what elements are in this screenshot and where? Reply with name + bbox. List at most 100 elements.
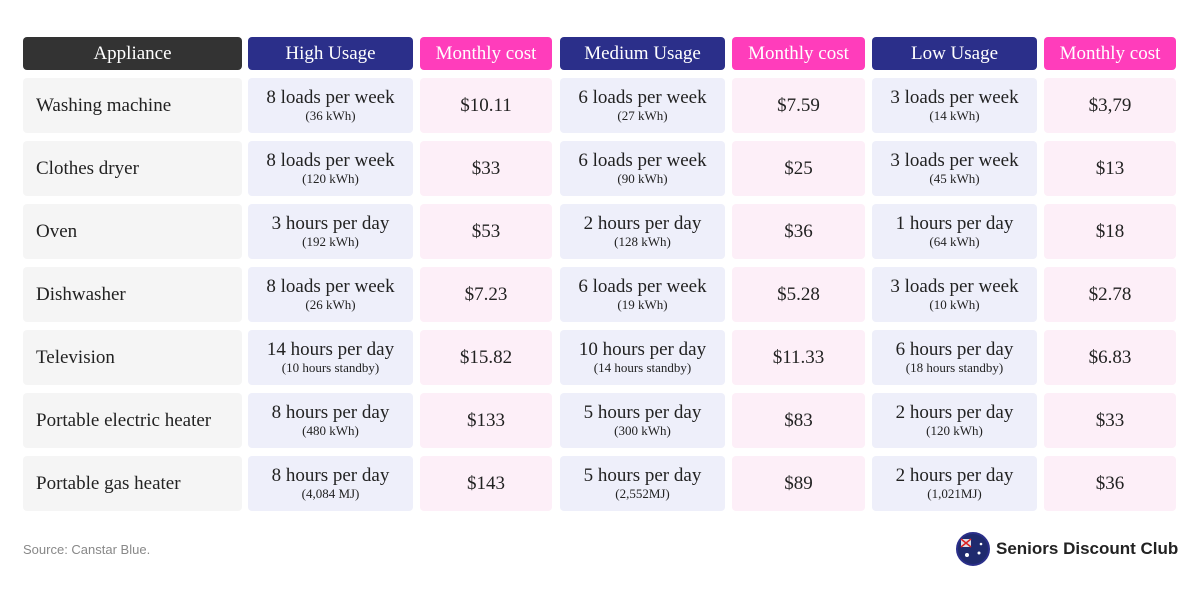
usage-detail: (480 kWh) — [302, 423, 359, 438]
table-cell: 8 loads per week (26 kWh) — [248, 267, 413, 322]
usage: 8 hours per day — [271, 465, 390, 486]
cost: $13 — [1095, 157, 1125, 179]
table-cell: $7.59 — [732, 78, 865, 133]
table-cell: Television — [23, 330, 242, 385]
table-cell: 2 hours per day (1,021MJ) — [872, 456, 1037, 511]
cost: $36 — [1095, 472, 1125, 494]
header-text: Monthly cost — [748, 42, 849, 64]
usage: 8 loads per week — [266, 150, 395, 171]
appliance: Television — [36, 346, 115, 368]
usage: 6 loads per week — [578, 87, 707, 108]
table-cell: $3,79 — [1044, 78, 1176, 133]
table-cell: 8 loads per week (120 kWh) — [248, 141, 413, 196]
usage-detail: (2,552MJ) — [615, 486, 670, 501]
brand-logo — [956, 532, 990, 566]
table-cell: 8 hours per day (4,084 MJ) — [248, 456, 413, 511]
usage-detail: (26 kWh) — [305, 297, 356, 312]
table-cell: 2 hours per day (120 kWh) — [872, 393, 1037, 448]
table-cell: $143 — [420, 456, 552, 511]
usage: 2 hours per day — [895, 465, 1014, 486]
table-cell: 6 loads per week (27 kWh) — [560, 78, 725, 133]
usage: 8 hours per day — [271, 402, 390, 423]
usage: 6 hours per day — [895, 339, 1014, 360]
table-cell: $6.83 — [1044, 330, 1176, 385]
brand-name: Seniors Discount Club — [996, 539, 1179, 558]
appliance: Oven — [36, 220, 78, 242]
header-cell: Low Usage — [872, 37, 1037, 70]
usage: 8 loads per week — [266, 87, 395, 108]
table-cell: $11.33 — [732, 330, 865, 385]
cost: $15.82 — [459, 346, 513, 368]
table-cell: Washing machine — [23, 78, 242, 133]
usage: 8 loads per week — [266, 276, 395, 297]
table-cell: 3 loads per week (14 kWh) — [872, 78, 1037, 133]
table-cell: 3 hours per day (192 kWh) — [248, 204, 413, 259]
usage-detail: (19 kWh) — [617, 297, 668, 312]
cost: $11.33 — [772, 346, 825, 368]
cost: $7.59 — [777, 94, 820, 116]
header-text: Appliance — [93, 42, 172, 64]
usage-detail: (18 hours standby) — [905, 360, 1004, 375]
cost: $89 — [784, 472, 813, 494]
usage-detail: (10 hours standby) — [281, 360, 380, 375]
table-cell: $10.11 — [420, 78, 552, 133]
usage: 14 hours per day — [266, 339, 395, 360]
table-cell: 6 hours per day (18 hours standby) — [872, 330, 1037, 385]
usage: 3 loads per week — [890, 276, 1019, 297]
source: Source: Canstar Blue. — [23, 542, 151, 557]
usage-detail: (192 kWh) — [302, 234, 359, 249]
table-cell: $33 — [420, 141, 552, 196]
header-cell: Monthly cost — [1044, 37, 1176, 70]
usage: 2 hours per day — [895, 402, 1014, 423]
usage-detail: (10 kWh) — [929, 297, 980, 312]
usage-detail: (45 kWh) — [929, 171, 980, 186]
table-cell: 1 hours per day (64 kWh) — [872, 204, 1037, 259]
table-cell: 3 loads per week (45 kWh) — [872, 141, 1037, 196]
cost: $3,79 — [1088, 94, 1132, 116]
usage-detail: (36 kWh) — [305, 108, 356, 123]
table-cell: 8 loads per week (36 kWh) — [248, 78, 413, 133]
table-cell: Portable electric heater — [23, 393, 242, 448]
usage: 6 loads per week — [578, 150, 707, 171]
table-cell: 6 loads per week (19 kWh) — [560, 267, 725, 322]
table-cell: $89 — [732, 456, 865, 511]
cost: $7.23 — [464, 283, 508, 305]
table-cell: 2 hours per day (128 kWh) — [560, 204, 725, 259]
usage-detail: (64 kWh) — [929, 234, 980, 249]
header-cell: High Usage — [248, 37, 413, 70]
appliance: Washing machine — [36, 94, 172, 116]
table-cell: Dishwasher — [23, 267, 242, 322]
usage: 6 loads per week — [578, 276, 707, 297]
table-cell: Oven — [23, 204, 242, 259]
usage-detail: (300 kWh) — [614, 423, 671, 438]
table-cell: 14 hours per day (10 hours standby) — [248, 330, 413, 385]
table-cell: $25 — [732, 141, 865, 196]
appliance: Clothes dryer — [36, 157, 139, 179]
table-cell: $2.78 — [1044, 267, 1176, 322]
table-cell: $133 — [420, 393, 552, 448]
table-cell: Clothes dryer — [23, 141, 242, 196]
cost: $83 — [784, 409, 813, 431]
cost: $143 — [467, 472, 505, 494]
header-text: Monthly cost — [435, 42, 537, 64]
table-cell: $15.82 — [420, 330, 552, 385]
usage: 1 hours per day — [895, 213, 1014, 234]
usage-detail: (90 kWh) — [617, 171, 668, 186]
appliance: Portable gas heater — [36, 472, 181, 494]
header-text: Low Usage — [910, 42, 999, 64]
usage: 10 hours per day — [578, 339, 707, 360]
appliance: Dishwasher — [36, 283, 126, 305]
header-cell: Monthly cost — [732, 37, 865, 70]
appliance: Portable electric heater — [36, 409, 212, 431]
header-text: Medium Usage — [584, 42, 701, 64]
usage-detail: (14 kWh) — [929, 108, 980, 123]
table-cell: $33 — [1044, 393, 1176, 448]
cost: $5.28 — [777, 283, 820, 305]
cost: $33 — [1095, 409, 1125, 431]
cost: $53 — [471, 220, 501, 242]
table-cell: 6 loads per week (90 kWh) — [560, 141, 725, 196]
cost: $18 — [1095, 220, 1125, 242]
cost: $6.83 — [1088, 346, 1132, 368]
usage: 3 loads per week — [890, 87, 1019, 108]
